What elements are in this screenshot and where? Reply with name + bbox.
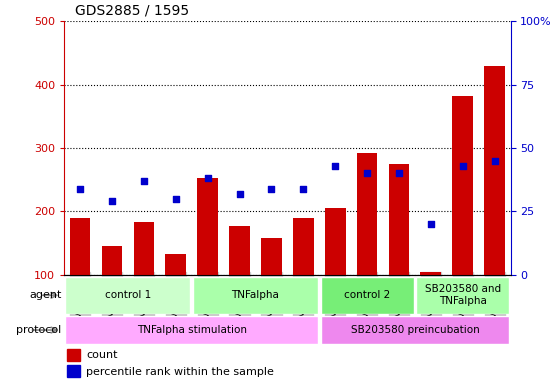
Text: protocol: protocol <box>16 325 61 335</box>
Bar <box>293 218 314 275</box>
Bar <box>68 365 80 377</box>
Bar <box>261 238 282 275</box>
Bar <box>416 277 509 314</box>
Text: count: count <box>86 350 118 360</box>
Bar <box>65 316 318 344</box>
Point <box>140 178 148 184</box>
Bar <box>320 277 413 314</box>
Bar <box>357 153 377 275</box>
Text: GDS2885 / 1595: GDS2885 / 1595 <box>75 3 190 17</box>
Bar <box>102 247 122 275</box>
Bar <box>198 178 218 275</box>
Bar <box>325 208 345 275</box>
Bar <box>229 226 250 275</box>
Point <box>426 221 435 227</box>
Text: SB203580 preincubation: SB203580 preincubation <box>350 325 479 335</box>
Text: control 1: control 1 <box>105 290 151 300</box>
Point <box>76 185 85 192</box>
Point <box>235 190 244 197</box>
Bar <box>133 222 154 275</box>
Text: SB203580 and
TNFalpha: SB203580 and TNFalpha <box>425 285 501 306</box>
Bar <box>65 277 190 314</box>
Bar <box>388 164 410 275</box>
Bar <box>484 66 505 275</box>
Point <box>458 163 467 169</box>
Point <box>331 163 340 169</box>
Point <box>395 170 403 177</box>
Point <box>171 196 180 202</box>
Bar <box>320 316 509 344</box>
Bar <box>193 277 318 314</box>
Point <box>490 158 499 164</box>
Point <box>299 185 308 192</box>
Bar <box>421 272 441 275</box>
Point <box>203 175 212 182</box>
Text: percentile rank within the sample: percentile rank within the sample <box>86 366 275 377</box>
Text: TNFalpha stimulation: TNFalpha stimulation <box>137 325 247 335</box>
Text: control 2: control 2 <box>344 290 390 300</box>
Text: agent: agent <box>29 290 61 300</box>
Bar <box>68 349 80 361</box>
Text: TNFalpha: TNFalpha <box>232 290 280 300</box>
Point <box>267 185 276 192</box>
Bar <box>70 218 90 275</box>
Bar <box>453 96 473 275</box>
Point <box>108 198 117 204</box>
Bar <box>165 254 186 275</box>
Point <box>363 170 372 177</box>
